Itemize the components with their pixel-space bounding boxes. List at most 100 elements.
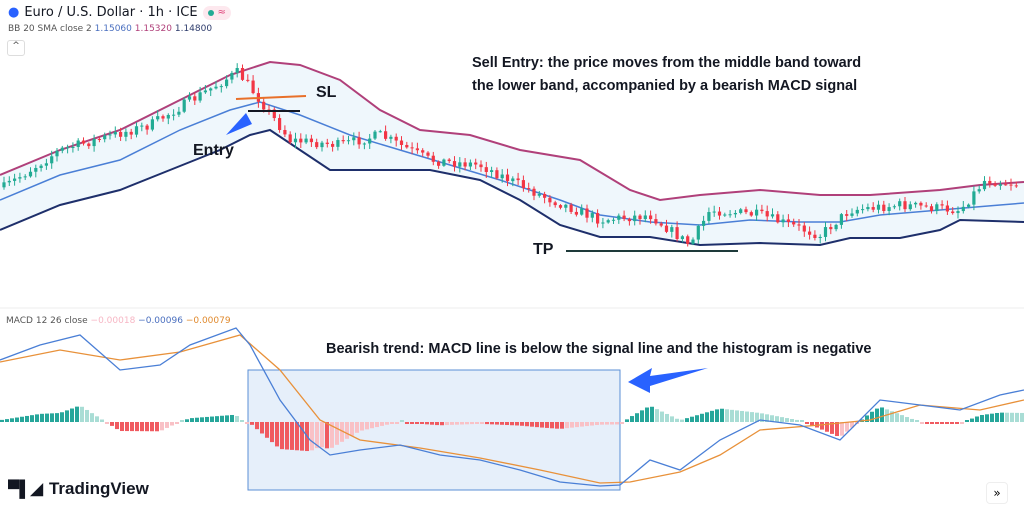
candle <box>209 87 213 97</box>
macd-line <box>0 327 1024 487</box>
candle <box>664 219 669 234</box>
histogram-bar <box>160 422 164 431</box>
histogram-bar <box>385 422 389 425</box>
histogram-bar <box>880 407 884 422</box>
candle <box>744 206 748 215</box>
macd-label: MACD 12 26 close <box>6 316 88 326</box>
histogram-bar <box>410 422 414 424</box>
candle <box>675 221 679 242</box>
histogram-bar <box>575 422 579 428</box>
histogram-bar <box>870 411 874 422</box>
lower-band <box>0 128 1024 247</box>
histogram-bar <box>745 411 749 422</box>
histogram-bar <box>440 422 444 426</box>
histogram-bar <box>1010 412 1014 422</box>
histogram-bar <box>560 422 564 429</box>
candle <box>876 200 881 214</box>
candle <box>50 150 54 169</box>
entry-label: Entry <box>193 142 234 159</box>
histogram-bar <box>380 422 384 426</box>
candle <box>251 75 255 95</box>
tradingview-logo[interactable]: ▀▌◢ TradingView <box>8 479 149 499</box>
status-pill[interactable]: ≈ <box>202 5 231 20</box>
candle <box>272 107 276 122</box>
candle <box>702 215 706 231</box>
histogram-bar <box>585 422 589 427</box>
candle <box>712 205 716 217</box>
collapse-legend-button[interactable]: ^ <box>7 40 25 56</box>
candle <box>23 174 27 181</box>
histogram-bar <box>165 422 169 428</box>
candle <box>919 201 923 210</box>
candle <box>145 124 149 135</box>
sl-label: SL <box>316 84 337 101</box>
candle <box>198 86 202 103</box>
histogram-bar <box>705 412 709 422</box>
histogram-bar <box>315 422 319 449</box>
candle <box>55 148 59 162</box>
histogram-bar <box>25 415 29 422</box>
candle <box>940 200 944 210</box>
histogram-bar <box>425 422 429 425</box>
histogram-bar <box>240 420 244 422</box>
histogram-bar <box>275 422 279 447</box>
histogram-bar <box>895 413 899 422</box>
candle <box>813 230 817 241</box>
candle <box>368 133 372 149</box>
candle <box>458 157 462 173</box>
histogram-bar <box>310 422 314 451</box>
candle <box>951 207 955 215</box>
bb-legend[interactable]: BB 20 SMA close 2 1.15060 1.15320 1.1480… <box>8 24 212 34</box>
candle <box>1004 179 1008 186</box>
bb-lower: 1.14800 <box>174 24 213 34</box>
candle <box>505 168 510 187</box>
histogram-bar <box>920 422 924 424</box>
candle <box>802 222 806 237</box>
candle <box>871 202 875 213</box>
symbol-title[interactable]: ● Euro / U.S. Dollar · 1h · ICE ≈ <box>8 5 231 20</box>
candle <box>177 106 181 118</box>
histogram-bar <box>220 415 224 422</box>
histogram-bar <box>915 420 919 422</box>
candle <box>511 176 515 187</box>
candle <box>1014 181 1018 188</box>
histogram-bar <box>650 406 654 422</box>
candle <box>887 203 891 216</box>
candle <box>781 214 785 228</box>
scroll-forward-button[interactable]: » <box>986 482 1008 504</box>
histogram-bar <box>530 422 534 427</box>
candle <box>34 164 38 178</box>
symbol-name: Euro / U.S. Dollar · 1h · ICE <box>24 5 198 20</box>
candle <box>71 142 75 153</box>
histogram-bar <box>565 422 569 429</box>
candle <box>786 214 790 228</box>
candle <box>808 226 812 240</box>
candle <box>479 160 483 172</box>
histogram-bar <box>215 416 219 422</box>
histogram-bar <box>695 415 699 422</box>
histogram-bar <box>110 422 114 426</box>
macd-legend[interactable]: MACD 12 26 close −0.00018 −0.00096 −0.00… <box>6 316 231 326</box>
histogram-bar <box>140 422 144 432</box>
histogram-bar <box>335 422 339 445</box>
candle <box>304 134 308 145</box>
candle <box>399 136 404 150</box>
histogram-bar <box>50 413 54 422</box>
histogram-bar <box>130 422 134 432</box>
histogram-bar <box>1005 412 1009 422</box>
histogram-bar <box>635 413 639 422</box>
candle <box>315 138 319 150</box>
histogram-bar <box>365 422 369 430</box>
candle <box>516 172 520 186</box>
histogram-bar <box>890 411 894 422</box>
histogram-bar <box>195 417 199 422</box>
candle <box>299 133 303 148</box>
histogram-bar <box>665 413 669 422</box>
histogram-bar <box>725 409 729 422</box>
candle <box>336 137 340 151</box>
candle <box>410 142 414 155</box>
histogram-bar <box>660 411 664 422</box>
candle <box>564 203 568 213</box>
histogram-bar <box>820 422 824 430</box>
